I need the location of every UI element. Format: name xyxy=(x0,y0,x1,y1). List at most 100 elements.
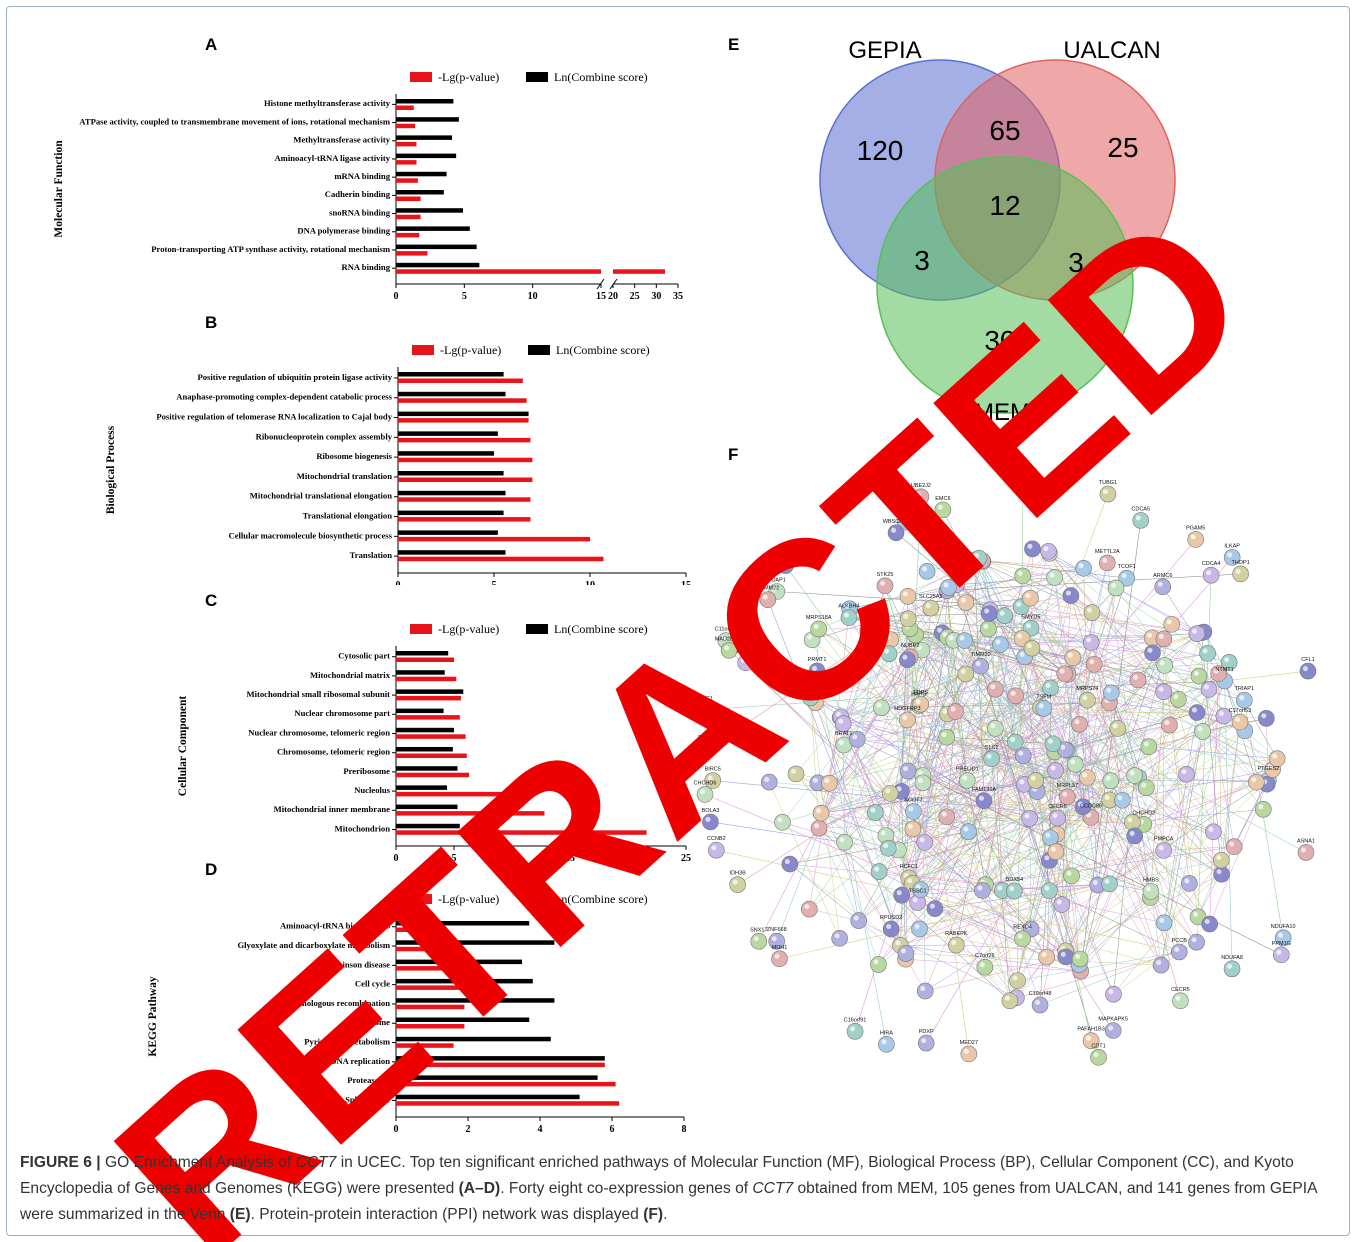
network-node xyxy=(948,936,965,954)
network-edge xyxy=(1113,775,1135,995)
network-edge xyxy=(1143,779,1269,825)
x-tick-label: 10 xyxy=(585,580,595,585)
gene-label: NDUFA8 xyxy=(1221,955,1243,961)
network-edge xyxy=(905,777,1088,954)
x-tick-label: 25 xyxy=(630,291,640,302)
category-label: Methyltransferase activity xyxy=(293,135,390,145)
network-node-highlight xyxy=(1276,949,1282,955)
gene-label: MED27 xyxy=(960,1040,978,1046)
bar-p-value xyxy=(398,418,529,423)
network-node xyxy=(1201,915,1218,933)
gene-label: ACOT7 xyxy=(904,798,922,804)
network-node xyxy=(992,636,1009,653)
network-node xyxy=(881,785,899,802)
network-node xyxy=(1152,956,1170,974)
network-edge xyxy=(1221,721,1241,861)
network-node-highlight xyxy=(902,591,908,597)
network-node xyxy=(1024,540,1041,558)
network-node-highlight xyxy=(883,648,889,654)
network-edge xyxy=(879,799,1110,872)
network-edge xyxy=(1090,638,1165,818)
network-edge xyxy=(758,634,916,942)
category-label: Mitochondrial translational elongation xyxy=(250,491,393,501)
gene-label: WBSCR16 xyxy=(883,519,910,525)
network-node-highlight xyxy=(1159,917,1165,923)
category-label: Preribosome xyxy=(343,766,390,776)
network-node xyxy=(972,657,989,675)
network-node-highlight xyxy=(997,885,1003,891)
network-edge xyxy=(704,688,996,711)
bar-combine-score xyxy=(398,530,498,535)
network-node xyxy=(938,808,956,826)
network-edge xyxy=(1049,890,1180,953)
gene-label: PMPCA xyxy=(1154,836,1174,842)
network-edge xyxy=(1233,779,1269,847)
network-node-highlight xyxy=(1191,628,1197,634)
network-node xyxy=(974,882,991,899)
gene-label: CECR5 xyxy=(1171,987,1190,993)
network-node-highlight xyxy=(1129,830,1135,836)
network-edge xyxy=(1080,835,1135,972)
network-edge xyxy=(1117,633,1198,729)
chart-legend: -Lg(p-value) Ln(Combine score) xyxy=(410,892,648,906)
category-label: Anaphase-promoting complex-dependent cat… xyxy=(176,392,392,402)
network-node-highlight xyxy=(917,770,923,776)
network-node-highlight xyxy=(1159,660,1165,666)
network-node-highlight xyxy=(1173,694,1179,700)
gene-label: FAM136A xyxy=(972,787,996,793)
network-node-highlight xyxy=(1193,671,1199,677)
network-node xyxy=(1299,662,1317,680)
network-node xyxy=(1212,851,1230,869)
network-edge xyxy=(901,687,1051,896)
network-node xyxy=(1231,713,1249,731)
chart-legend: -Lg(p-value) Ln(Combine score) xyxy=(410,622,648,636)
network-edge xyxy=(815,640,954,703)
network-edge xyxy=(900,945,1081,972)
network-node xyxy=(777,557,794,574)
network-node-highlight xyxy=(960,668,966,674)
network-node xyxy=(1205,823,1222,841)
gene-label: TSFM xyxy=(1036,694,1051,700)
network-node-highlight xyxy=(1065,590,1071,596)
bar-combine-score xyxy=(398,550,506,555)
network-node xyxy=(1099,485,1117,503)
network-edge xyxy=(1065,859,1222,958)
network-edge xyxy=(982,560,1170,726)
network-edge xyxy=(947,636,1153,654)
x-tick-label: 15 xyxy=(596,291,606,302)
bar-p-value xyxy=(396,1004,465,1010)
network-node xyxy=(1041,882,1058,899)
network-edge xyxy=(920,749,1066,890)
network-node xyxy=(1083,604,1101,621)
network-node-highlight xyxy=(814,823,820,829)
network-edge xyxy=(991,758,1011,1001)
network-edge xyxy=(1078,835,1135,965)
network-node-highlight xyxy=(874,866,880,872)
category-label: Translational elongation xyxy=(303,511,393,521)
network-node-highlight xyxy=(900,948,906,954)
x-tick-label: 2 xyxy=(466,1124,471,1134)
network-node xyxy=(956,632,973,649)
network-node xyxy=(1001,992,1019,1010)
network-node xyxy=(1038,948,1055,966)
bar-combine-score xyxy=(398,471,504,476)
network-node xyxy=(1040,542,1057,560)
network-edge xyxy=(1037,680,1225,792)
bar-p-value xyxy=(396,791,507,797)
network-node-highlight xyxy=(885,634,891,640)
network-node xyxy=(1254,801,1272,818)
network-node-highlight xyxy=(1086,637,1092,643)
gene-label: BIRC5 xyxy=(705,767,721,773)
bar-combine-score xyxy=(398,372,504,377)
network-node-highlight xyxy=(1251,777,1257,783)
network-edge xyxy=(925,890,1015,1044)
bar-p-value xyxy=(396,123,416,129)
network-edge xyxy=(862,652,969,832)
network-node-highlight xyxy=(941,811,947,817)
bar-p-value xyxy=(396,1024,465,1029)
network-node-highlight xyxy=(1066,870,1072,876)
bar-combine-score xyxy=(396,226,470,231)
bar-p-value xyxy=(396,811,545,816)
category-label: Positive regulation of ubiquitin protein… xyxy=(198,372,393,382)
network-node xyxy=(702,813,719,831)
